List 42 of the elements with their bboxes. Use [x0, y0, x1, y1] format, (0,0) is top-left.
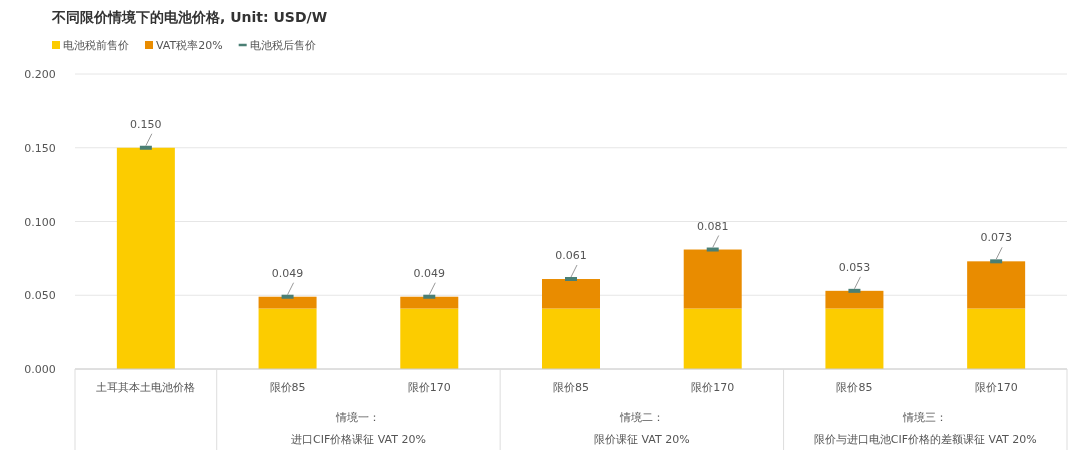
bar [258, 296, 317, 309]
text: 情境二： [618, 411, 664, 424]
bar [825, 308, 884, 369]
text: 限价课征 VAT 20% [594, 433, 690, 446]
legend-label: VAT税率20% [156, 39, 223, 52]
text: 限价与进口电池CIF价格的差额课征 VAT 20% [813, 433, 1037, 446]
x-tick-label: 土耳其本土电池价格 [96, 381, 196, 394]
data-label: 0.150 [130, 117, 162, 131]
data-label: 0.049 [271, 266, 304, 280]
data-label: 0.061 [555, 249, 587, 263]
bar [967, 261, 1026, 309]
text: 情境一： [335, 411, 381, 424]
bar [542, 308, 600, 369]
bar [258, 308, 317, 369]
data-label: 0.073 [980, 231, 1012, 245]
bar [683, 308, 742, 369]
x-tick-label: 限价170 [691, 381, 735, 394]
bar [967, 308, 1026, 369]
bar [542, 279, 600, 309]
bar [825, 290, 884, 309]
legend-label: 电池税前售价 [63, 39, 129, 52]
x-tick-label: 限价170 [407, 381, 451, 394]
data-label: 0.053 [838, 260, 871, 274]
data-label: 0.081 [696, 219, 729, 233]
y-tick-label: 0.050 [24, 289, 56, 303]
bar [400, 308, 459, 369]
y-tick-label: 0.100 [24, 215, 56, 229]
text: 情境三： [902, 411, 948, 424]
bar [400, 296, 459, 309]
y-tick-label: 0.150 [24, 141, 56, 155]
x-tick-label: 限价85 [836, 381, 873, 394]
y-tick-label: 0.200 [24, 68, 56, 81]
chart-title: 不同限价情境下的电池价格, Unit: USD/W [51, 9, 328, 25]
x-tick-label: 限价85 [269, 381, 306, 394]
data-label: 0.049 [413, 266, 446, 280]
x-tick-label: 限价170 [974, 381, 1018, 394]
x-tick-label: 限价85 [553, 381, 589, 394]
text: 进口CIF价格课征 VAT 20% [290, 433, 426, 446]
y-tick-label: 0.000 [24, 363, 56, 376]
bar [116, 147, 175, 369]
legend-label: 电池税后售价 [249, 39, 316, 52]
bar [683, 249, 742, 309]
